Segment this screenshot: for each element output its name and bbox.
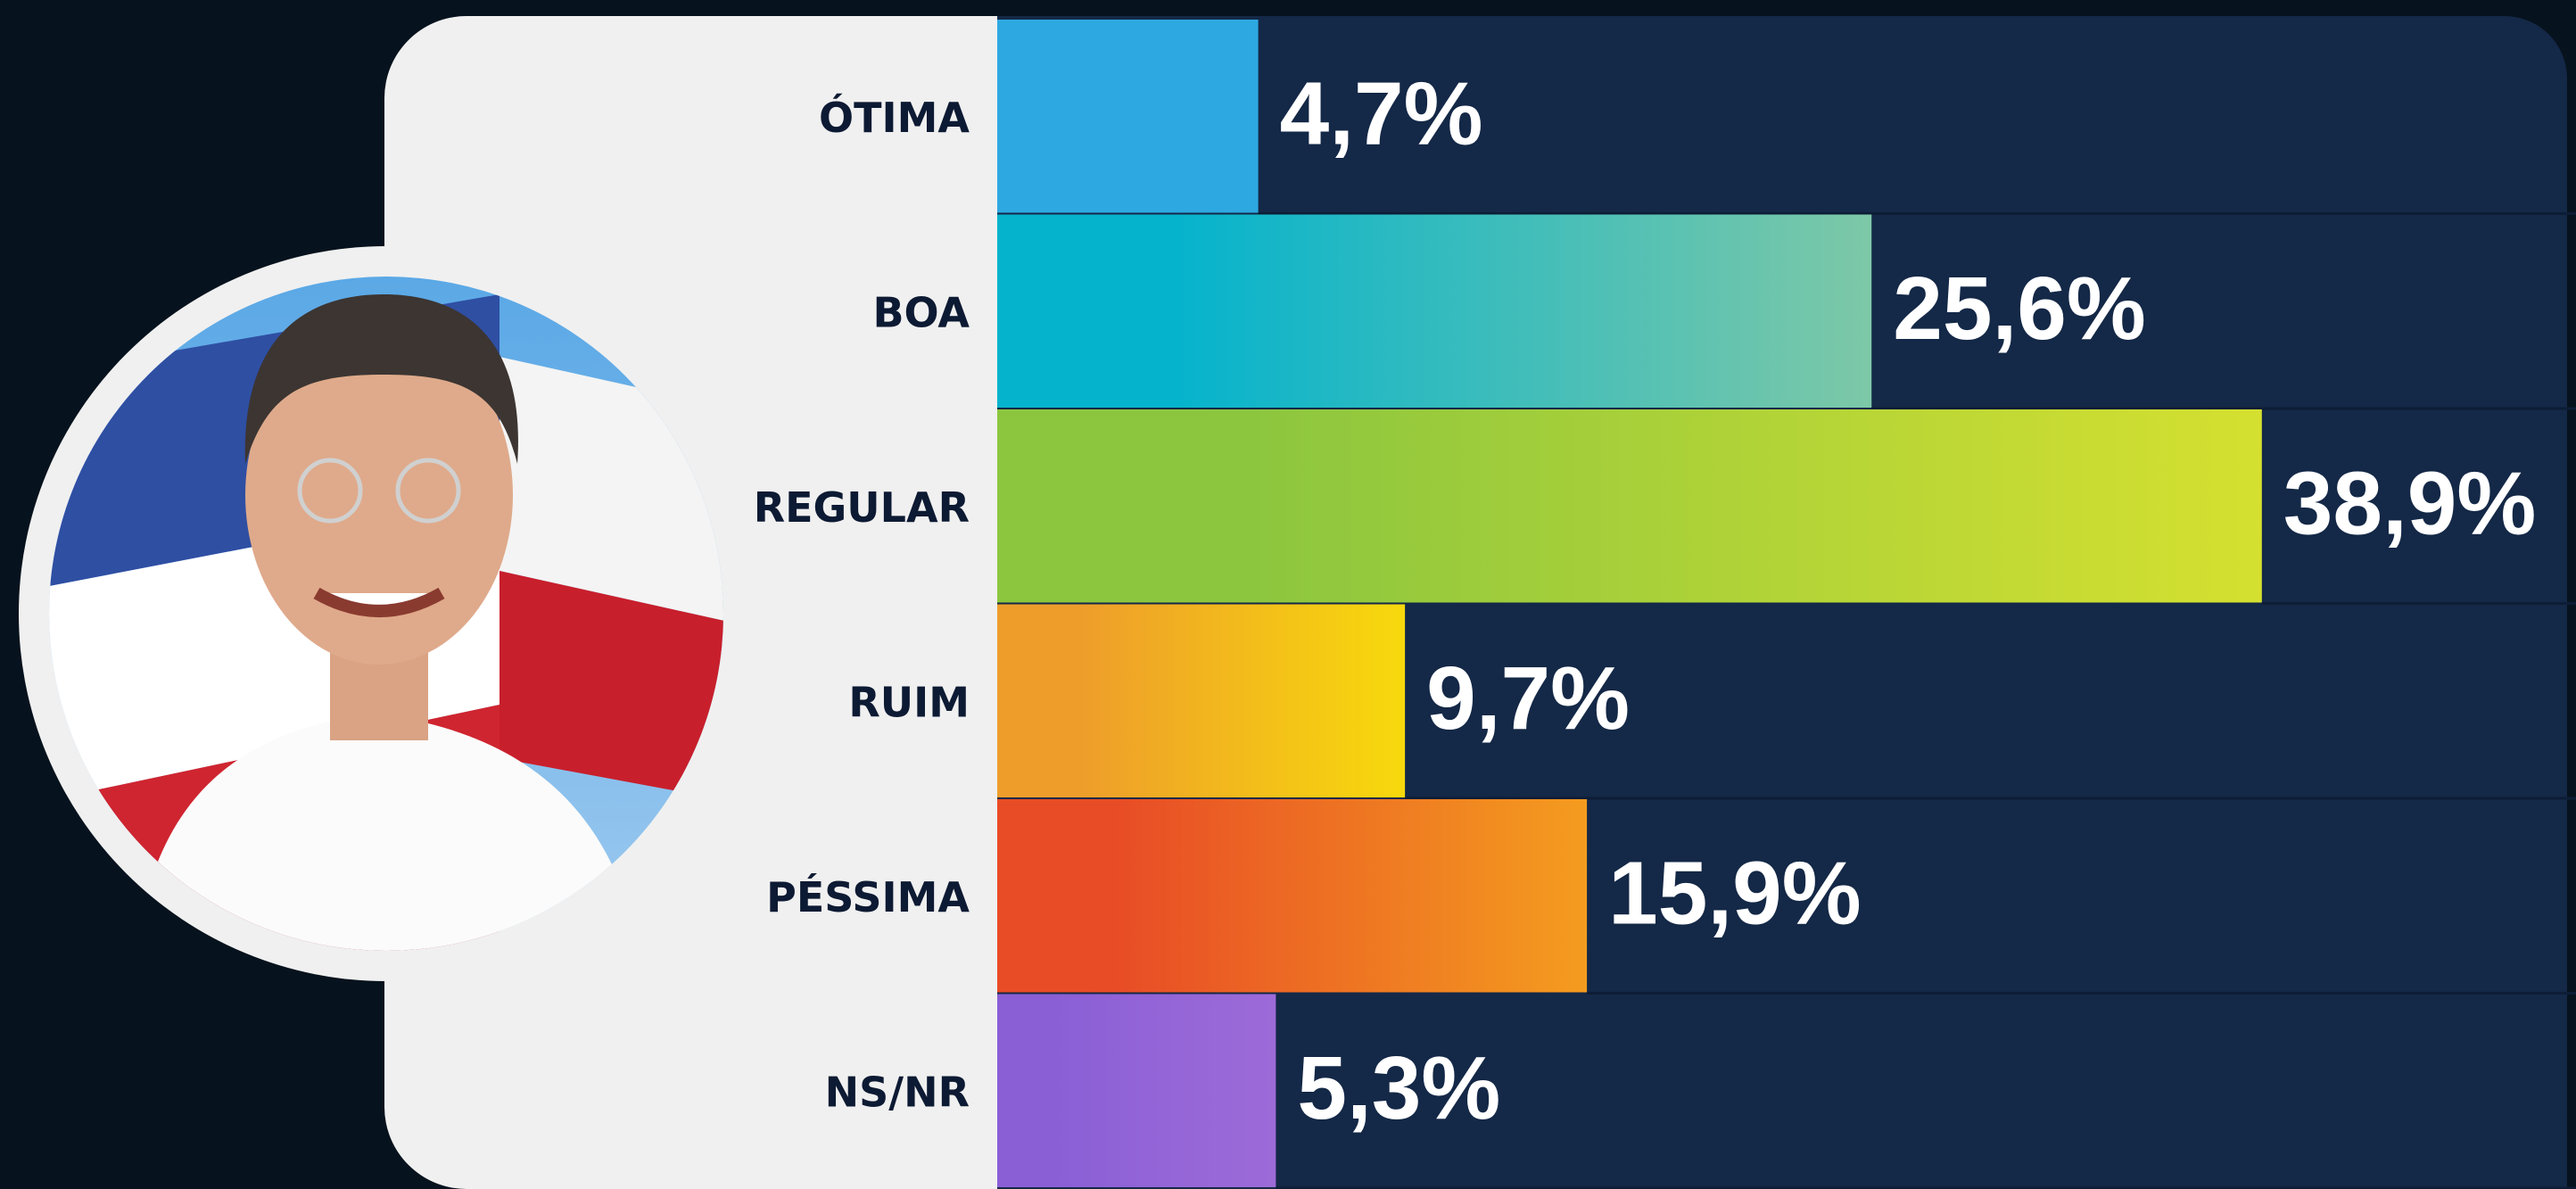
category-label: ÓTIMA [819, 94, 970, 142]
bar [997, 995, 1276, 1188]
bar [997, 409, 2262, 603]
category-label: RUIM [848, 678, 970, 726]
bar [997, 605, 1405, 798]
bar [997, 799, 1587, 993]
category-label: PÉSSIMA [766, 873, 970, 921]
bar [997, 20, 1259, 213]
value-label: 9,7% [1426, 648, 1630, 748]
category-label: NS/NR [825, 1068, 970, 1116]
category-label: BOA [872, 288, 970, 336]
category-label: REGULAR [754, 483, 970, 532]
value-label: 38,9% [2283, 454, 2537, 554]
bar [997, 215, 1871, 409]
value-label: 25,6% [1893, 259, 2146, 359]
value-label: 5,3% [1297, 1038, 1500, 1138]
value-label: 15,9% [1608, 844, 1862, 944]
value-label: 4,7% [1280, 64, 1483, 164]
